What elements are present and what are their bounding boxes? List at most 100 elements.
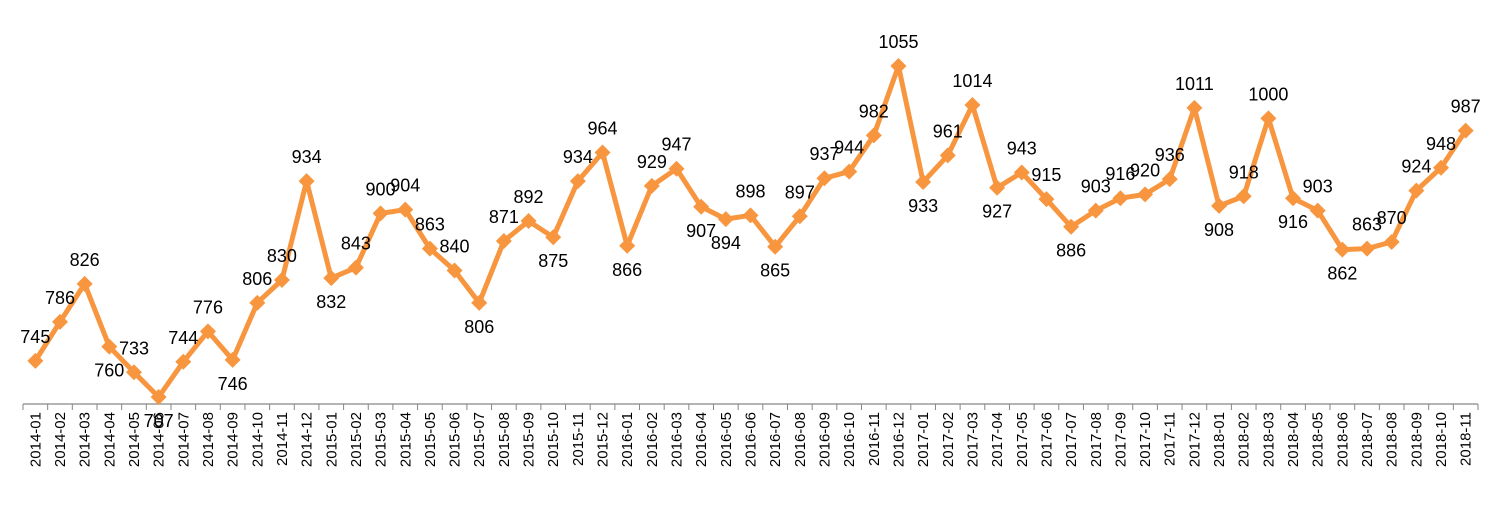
data-point [865,127,882,144]
data-label: 943 [1007,139,1037,159]
data-label: 927 [982,202,1012,222]
x-tick-label: 2015-11 [570,412,587,466]
data-label: 870 [1377,208,1407,228]
x-tick-label: 2018-02 [1236,412,1253,467]
x-tick-label: 2017-05 [1014,412,1031,467]
x-tick-label: 2016-04 [693,412,710,467]
data-point [273,272,290,289]
x-tick-label: 2014-11 [274,412,291,466]
x-tick-label: 2017-08 [1088,412,1105,467]
data-label: 961 [933,121,963,141]
x-tick-label: 2016-09 [816,412,833,467]
data-point [1383,233,1400,250]
x-tick-label: 2017-03 [964,412,981,467]
data-point [989,179,1006,196]
data-point [767,238,784,255]
x-tick-label: 2015-06 [447,412,464,467]
x-tick-label: 2017-11 [1162,412,1179,466]
x-tick-label: 2017-09 [1112,412,1129,467]
data-label: 866 [612,260,642,280]
data-point [347,259,364,276]
x-tick-label: 2014-01 [27,412,44,467]
data-point [939,147,956,164]
x-tick-label: 2017-10 [1137,412,1154,467]
data-point [964,96,981,113]
data-label: 744 [168,328,198,348]
data-label: 915 [1031,165,1061,185]
data-label: 987 [1451,97,1481,117]
x-tick-label: 2014-09 [225,412,242,467]
data-label: 806 [464,317,494,337]
data-point [841,163,858,180]
data-point [224,351,241,368]
data-point [76,275,93,292]
data-label: 903 [1303,177,1333,197]
data-point [1433,159,1450,176]
x-tick-label: 2018-10 [1433,412,1450,467]
data-label: 920 [1130,160,1160,180]
data-label: 863 [1352,215,1382,235]
data-point [1063,218,1080,235]
data-point [1309,202,1326,219]
data-label: 982 [859,101,889,121]
data-label: 863 [415,215,445,235]
data-point [27,352,44,369]
data-point [1235,188,1252,205]
x-tick-label: 2014-07 [175,412,192,467]
data-label: 1014 [952,71,992,91]
data-label: 871 [489,207,519,227]
data-label: 733 [119,338,149,358]
x-tick-label: 2015-09 [521,412,538,467]
data-label: 875 [538,251,568,271]
x-tick-label: 2014-12 [299,412,316,467]
data-label: 948 [1426,134,1456,154]
data-point [51,313,68,330]
data-label: 918 [1229,162,1259,182]
data-point [890,58,907,74]
data-point [298,173,315,190]
data-point [495,233,512,250]
data-point [816,170,833,187]
data-point [150,389,167,405]
data-label: 707 [144,411,174,431]
data-point [1260,110,1277,127]
data-point [249,294,266,311]
data-label: 947 [661,135,691,155]
data-label: 929 [637,152,667,172]
x-tick-label: 2017-04 [989,412,1006,467]
data-point [915,174,932,191]
data-point [1161,171,1178,188]
x-tick-label: 2017-07 [1063,412,1080,467]
data-label: 898 [735,181,765,201]
data-label: 933 [908,196,938,216]
x-tick-label: 2018-11 [1458,412,1475,466]
data-label: 964 [588,119,618,139]
data-point [1211,197,1228,214]
data-point [421,240,438,257]
data-points [27,58,1474,405]
data-point [742,207,759,224]
x-tick-label: 2018-07 [1359,412,1376,467]
data-label: 907 [686,221,716,241]
x-tick-label: 2018-04 [1285,412,1302,467]
x-tick-label: 2015-04 [397,412,414,467]
data-point [125,364,142,381]
data-label: 924 [1401,157,1431,177]
x-tick-label: 2018-08 [1384,412,1401,467]
data-point [1334,241,1351,258]
data-point [1087,202,1104,219]
data-label: 897 [785,182,815,202]
x-tick-label: 2014-03 [77,412,94,467]
data-label: 894 [711,233,741,253]
x-tick-label: 2016-05 [718,412,735,467]
x-tick-label: 2016-06 [743,412,760,467]
data-point [643,177,660,194]
data-label: 1055 [878,32,918,52]
data-label: 746 [218,374,248,394]
x-tick-label: 2016-07 [767,412,784,467]
data-point [372,205,389,222]
data-label: 886 [1056,241,1086,261]
data-label: 806 [242,269,272,289]
data-label: 892 [514,187,544,207]
